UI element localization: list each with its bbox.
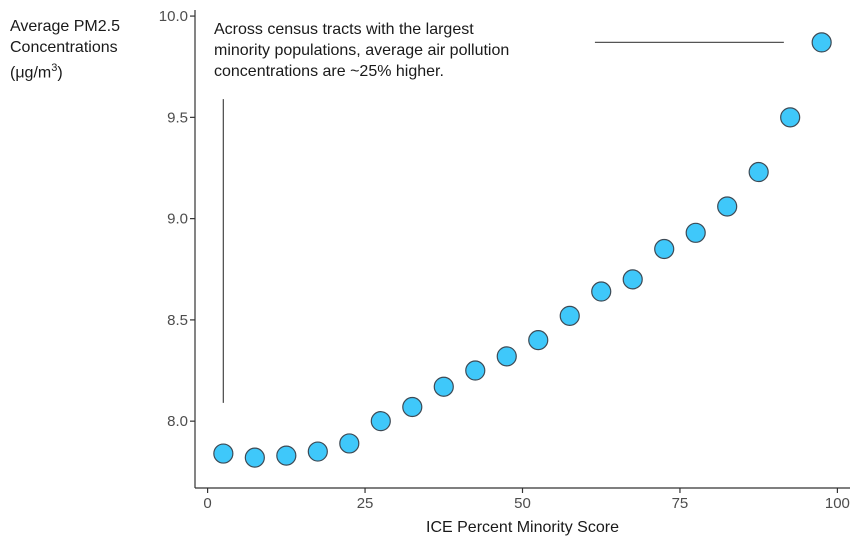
data-point [496,346,517,367]
data-point [622,269,643,290]
y-axis-label-line-1: Average PM2.5 [10,18,120,35]
x-tick-label: 50 [514,495,531,512]
x-axis-label: ICE Percent Minority Score [426,519,619,536]
annotation-line-2: minority populations, average air pollut… [214,42,510,59]
x-tick-label: 0 [203,495,211,512]
data-point [654,238,675,260]
data-point [244,447,265,468]
data-point [339,433,360,454]
data-point [370,411,391,432]
annotation-line-1: Across census tracts with the largest [214,21,474,38]
data-point [780,107,801,128]
chart-annotation: Across census tracts with the largest mi… [214,19,509,82]
y-axis-label-line-2: Concentrations [10,39,118,56]
data-point [591,281,612,302]
data-point [213,443,234,464]
annotation-bracket [222,41,784,403]
x-tick-label: 75 [672,495,689,512]
y-tick-label: 9.5 [167,109,188,126]
data-point [559,305,580,326]
data-point [811,32,832,53]
data-point [528,330,549,351]
axes: 8.0 8.5 9.0 9.5 10.0 0 25 50 75 100 [159,8,850,512]
y-tick-label: 9.0 [167,211,188,228]
x-tick-label: 25 [357,495,374,512]
data-point [748,161,769,183]
y-axis-unit-superscript: 3 [51,62,58,74]
y-axis-label: Average PM2.5 Concentrations (μg/m3) [10,16,120,83]
y-tick-label: 10.0 [159,8,188,25]
data-point [307,441,328,462]
y-axis-unit-close: ) [57,64,63,82]
data-point [433,376,454,397]
data-point [465,360,486,381]
y-tick-label: 8.0 [167,413,188,430]
annotation-line-3: concentrations are ~25% higher. [214,63,444,80]
x-tick-label: 100 [825,495,850,512]
y-axis-label-unit: (μg/m3) [10,58,120,83]
y-axis-unit-text: (μg/m [10,64,52,82]
data-point [402,396,423,418]
data-point [717,196,738,217]
data-point [276,445,297,466]
data-point [685,222,706,243]
y-tick-label: 8.5 [167,312,188,329]
data-points [213,32,832,468]
